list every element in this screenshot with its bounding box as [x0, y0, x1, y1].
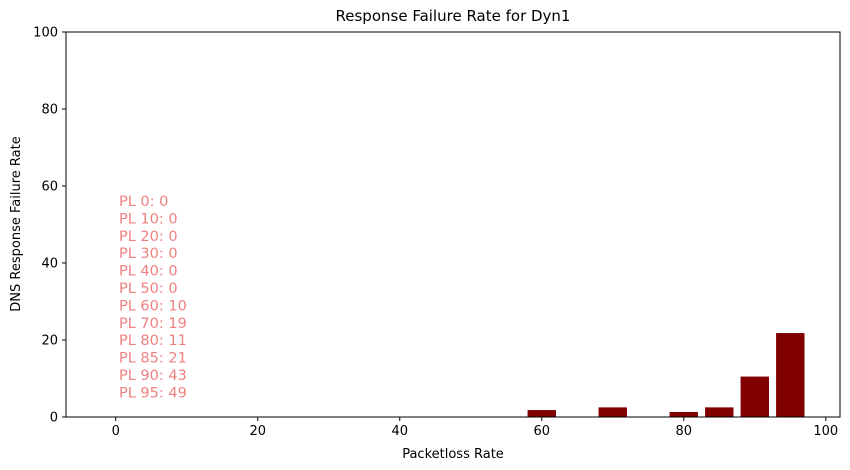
y-tick-label: 20	[41, 334, 58, 349]
annotation-text: PL 70: 19	[119, 316, 187, 332]
y-tick-label: 40	[41, 257, 58, 272]
annotation-text: PL 50: 0	[119, 281, 178, 297]
y-axis: 0 20 40 60 80 100	[33, 26, 66, 426]
y-tick-label: 80	[41, 103, 58, 118]
x-tick-label: 0	[112, 424, 120, 439]
y-tick-label: 100	[33, 26, 58, 41]
y-axis-title: DNS Response Failure Rate	[9, 136, 24, 311]
bar-80	[669, 411, 698, 417]
annotation-text: PL 60: 10	[119, 298, 187, 314]
annotation-text: PL 40: 0	[119, 264, 178, 280]
x-tick-label: 60	[533, 424, 550, 439]
x-axis: 0 20 40 60 80 100	[112, 417, 838, 439]
bar-70	[598, 407, 627, 417]
x-tick-label: 100	[813, 424, 838, 439]
bar-95	[776, 333, 805, 417]
annotation-text: PL 90: 43	[119, 368, 187, 384]
annotation-text: PL 85: 21	[119, 351, 187, 367]
chart-title: Response Failure Rate for Dyn1	[336, 7, 571, 25]
annotation-text: PL 95: 49	[119, 385, 187, 401]
x-tick-label: 40	[391, 424, 408, 439]
bar-60	[527, 410, 556, 417]
plot-frame	[65, 31, 841, 418]
x-axis-title: Packetloss Rate	[402, 447, 504, 462]
annotation-list: PL 0: 0PL 10: 0PL 20: 0PL 30: 0PL 40: 0P…	[119, 194, 187, 401]
annotation-text: PL 10: 0	[119, 211, 178, 227]
y-tick-label: 0	[50, 411, 58, 426]
annotation-text: PL 0: 0	[119, 194, 168, 210]
x-tick-label: 80	[676, 424, 693, 439]
x-tick-label: 20	[249, 424, 266, 439]
annotation-text: PL 30: 0	[119, 246, 178, 262]
bar-90	[740, 376, 769, 417]
annotation-text: PL 20: 0	[119, 229, 178, 245]
bar-85	[705, 407, 734, 417]
y-tick-label: 60	[41, 180, 58, 195]
plot-area	[527, 333, 805, 417]
annotation-text: PL 80: 11	[119, 333, 187, 349]
